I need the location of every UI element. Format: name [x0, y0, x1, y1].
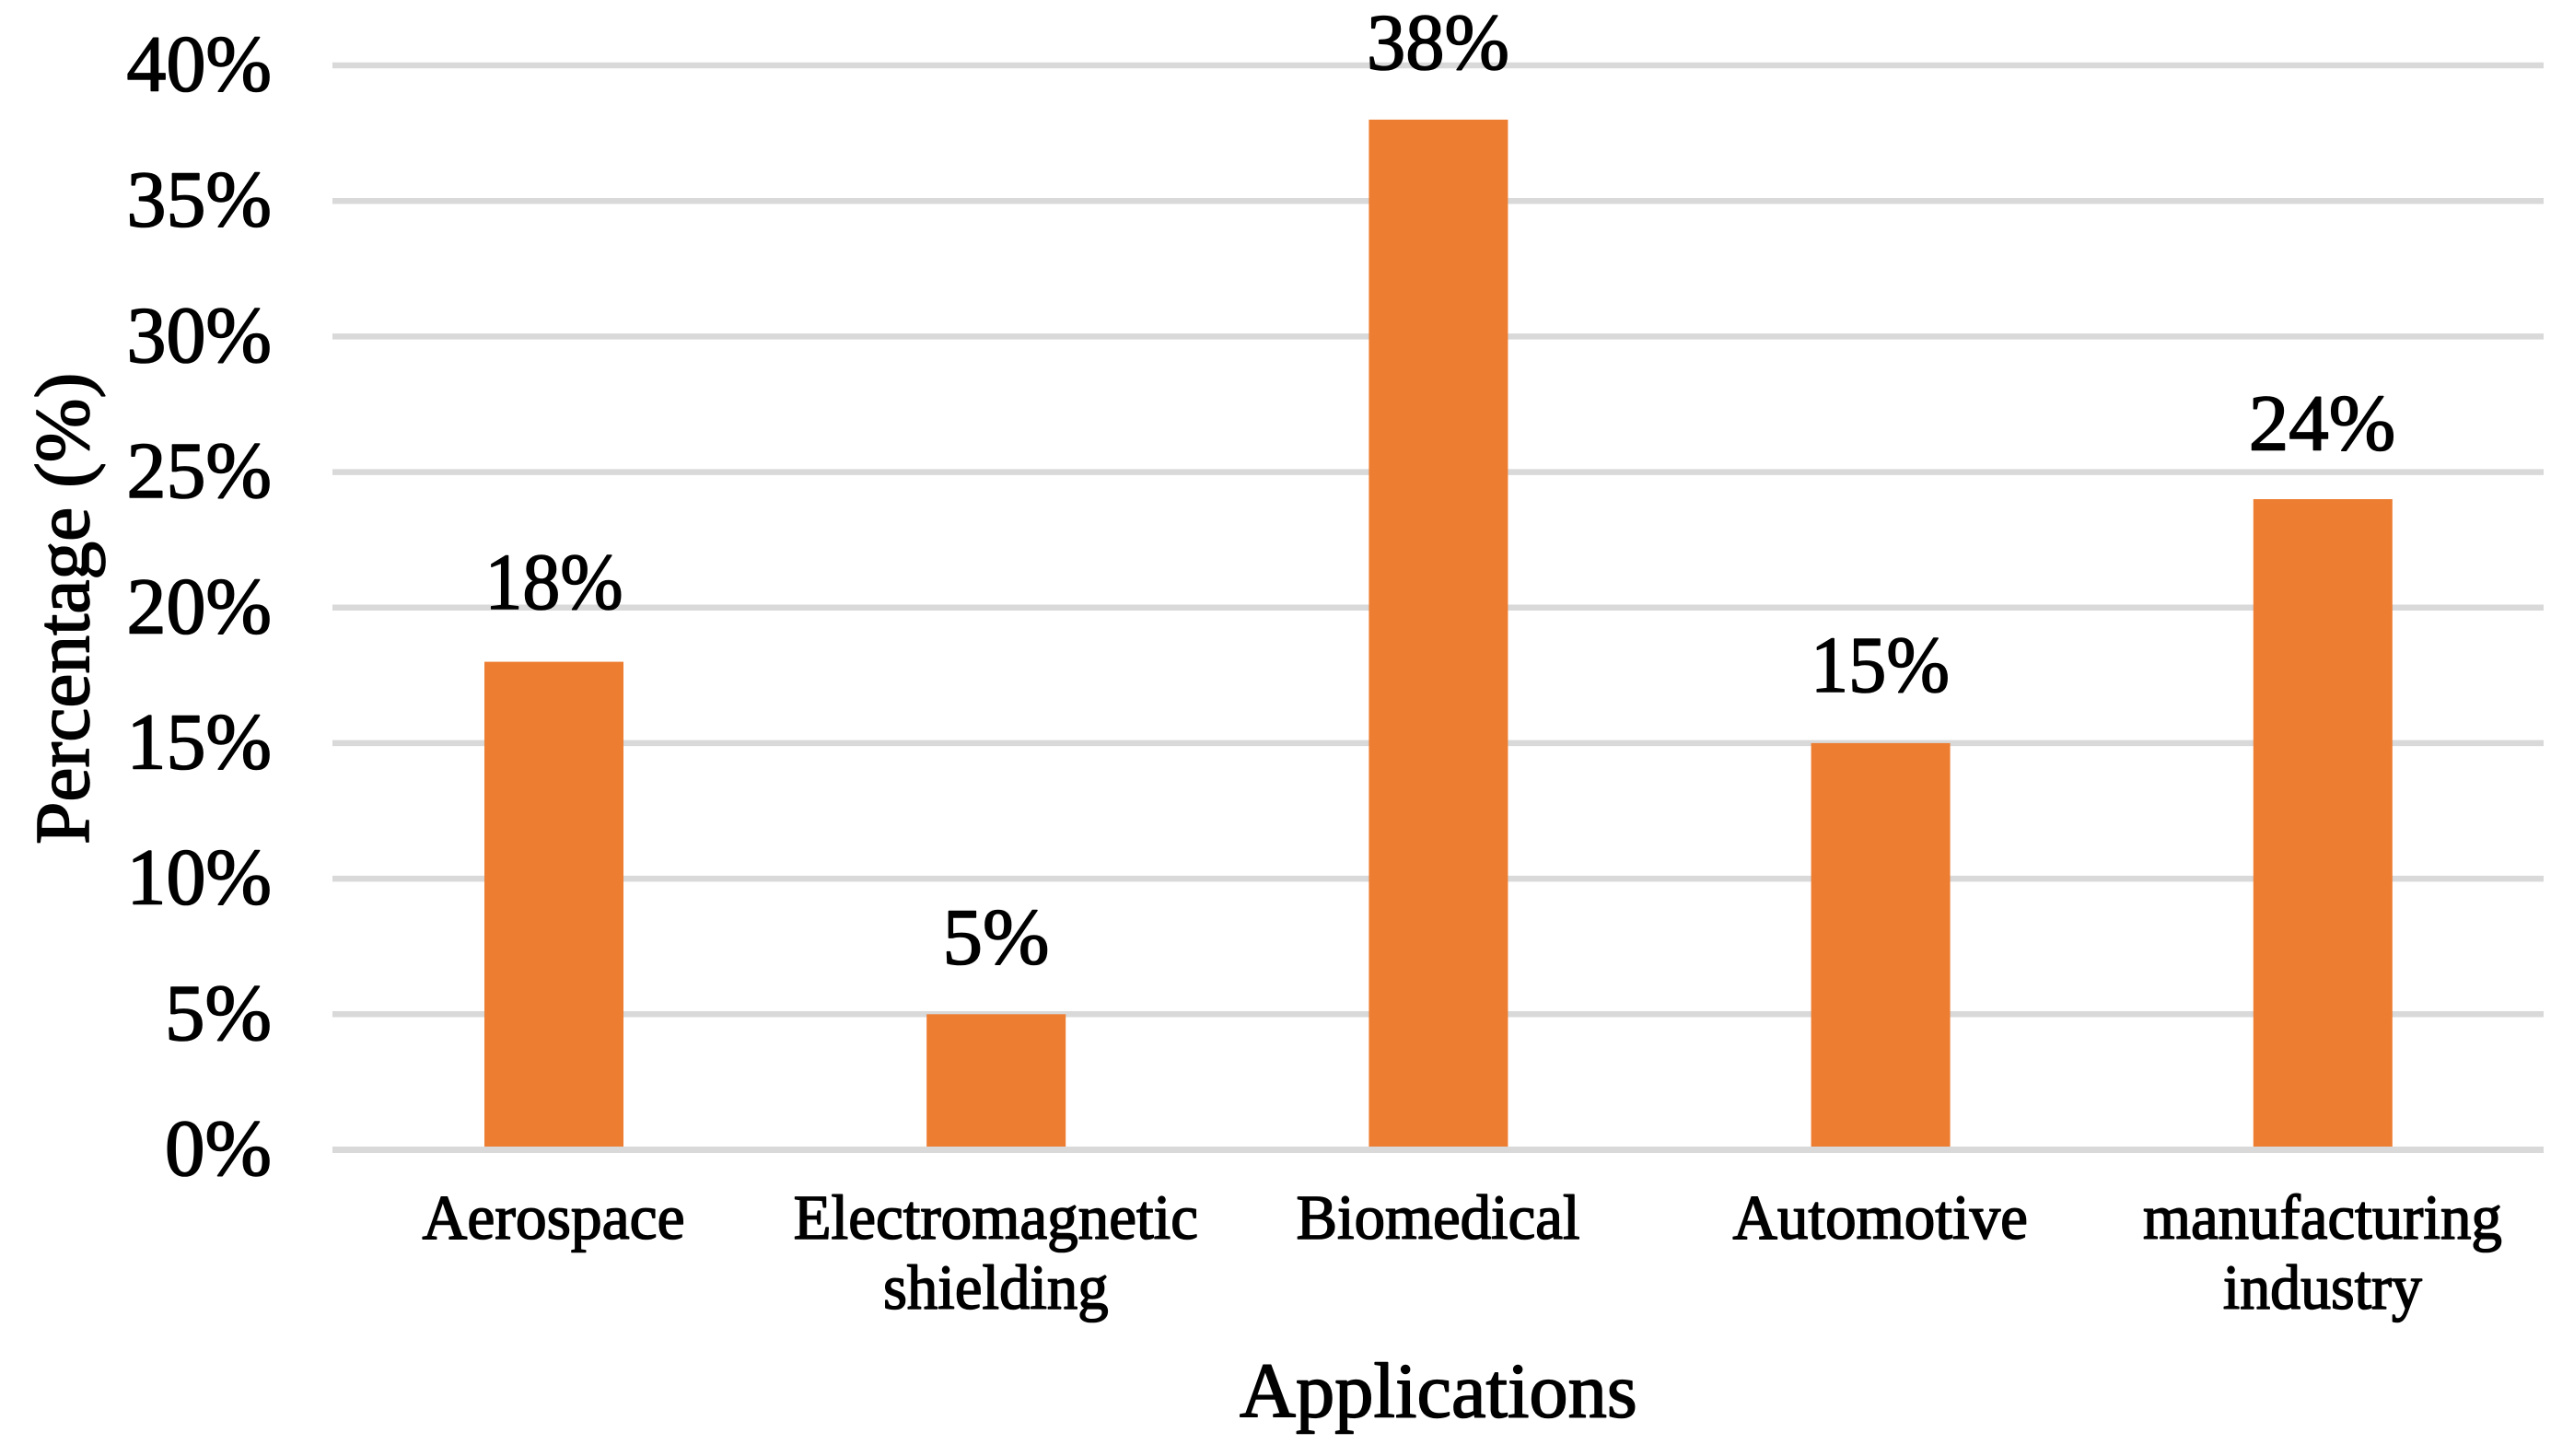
svg-text:35%: 35%: [127, 155, 273, 244]
svg-text:10%: 10%: [127, 833, 273, 922]
svg-text:Aerospace: Aerospace: [423, 1182, 685, 1252]
svg-text:24%: 24%: [2249, 379, 2395, 468]
svg-text:Percentage (%): Percentage (%): [21, 373, 106, 844]
svg-text:18%: 18%: [485, 537, 623, 626]
svg-text:0%: 0%: [165, 1103, 272, 1193]
svg-text:40%: 40%: [127, 19, 273, 109]
svg-text:15%: 15%: [1811, 620, 1950, 709]
svg-text:Electromagnetic: Electromagnetic: [794, 1182, 1198, 1252]
svg-text:30%: 30%: [127, 290, 273, 379]
svg-text:Applications: Applications: [1240, 1349, 1637, 1435]
svg-text:20%: 20%: [127, 561, 273, 650]
svg-text:shielding: shielding: [883, 1252, 1109, 1322]
svg-text:industry: industry: [2223, 1252, 2422, 1322]
svg-text:manufacturing: manufacturing: [2143, 1182, 2502, 1252]
svg-text:15%: 15%: [127, 696, 273, 786]
svg-text:Automotive: Automotive: [1733, 1182, 2028, 1252]
svg-text:5%: 5%: [943, 892, 1050, 982]
svg-text:25%: 25%: [127, 425, 273, 515]
svg-text:5%: 5%: [165, 968, 272, 1057]
svg-text:Biomedical: Biomedical: [1296, 1182, 1579, 1252]
svg-text:38%: 38%: [1367, 0, 1509, 87]
